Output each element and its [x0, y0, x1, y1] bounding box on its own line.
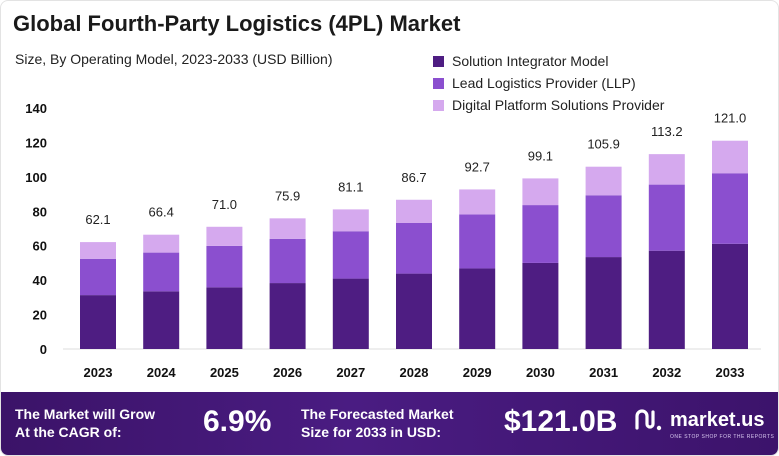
cagr-caption-line1: The Market will Grow [15, 406, 156, 422]
x-tick-label: 2032 [652, 365, 681, 380]
brand-tagline: ONE STOP SHOP FOR THE REPORTS [670, 434, 775, 440]
y-tick-label: 60 [33, 239, 47, 254]
bar-segment-lead-logistics [712, 173, 748, 244]
x-tick-label: 2028 [400, 365, 429, 380]
bar-total-label: 81.1 [338, 179, 363, 194]
bar-segment-solution-integrator [522, 262, 559, 349]
bar-segment-solution-integrator [712, 243, 748, 349]
bar-total-label: 86.7 [401, 170, 426, 185]
brand-name: market.us [670, 408, 765, 431]
x-tick-label: 2026 [273, 365, 302, 380]
y-tick-label: 140 [25, 101, 47, 116]
bar-segment-digital-platform [522, 178, 559, 206]
x-tick-label: 2030 [526, 365, 555, 380]
cagr-caption-line2: At the CAGR of: [15, 424, 122, 440]
bar-segment-digital-platform [585, 166, 622, 196]
bar-total-label: 71.0 [212, 197, 237, 212]
y-tick-label: 120 [25, 135, 47, 150]
bar-segment-digital-platform [269, 218, 306, 239]
x-tick-label: 2027 [336, 365, 365, 380]
bar-segment-digital-platform [712, 140, 748, 174]
legend-item-digital-platform: Digital Platform Solutions Provider [433, 95, 664, 115]
forecast-caption-line2: Size for 2033 in USD: [301, 424, 442, 440]
y-tick-label: 40 [33, 273, 47, 288]
bar-segment-digital-platform [206, 226, 243, 246]
bar-segment-lead-logistics [396, 222, 432, 274]
y-tick-label: 100 [25, 170, 47, 185]
bar-total-label: 121.0 [714, 111, 747, 126]
y-tick-label: 0 [40, 342, 47, 357]
bar-segment-solution-integrator [332, 278, 369, 349]
legend-swatch [433, 99, 444, 111]
x-tick-label: 2031 [589, 365, 618, 380]
cagr-caption: The Market will Grow At the CAGR of: [15, 405, 155, 441]
bar-segment-solution-integrator [648, 250, 685, 349]
bar-total-label: 75.9 [275, 188, 300, 203]
brand-logo: market.us ONE STOP SHOP FOR THE REPORTS [634, 406, 774, 440]
bar-total-label: 99.1 [528, 148, 553, 163]
x-tick-label: 2029 [463, 365, 492, 380]
y-tick-label: 20 [33, 308, 47, 323]
chart-title: Global Fourth-Party Logistics (4PL) Mark… [13, 11, 461, 36]
bar-total-label: 92.7 [465, 159, 490, 174]
chart-legend: Solution Integrator Model Lead Logistics… [433, 51, 664, 117]
bar-segment-lead-logistics [585, 195, 622, 258]
bar-segment-lead-logistics [143, 252, 180, 292]
forecast-caption-line1: The Forecasted Market [301, 406, 454, 422]
bar-segment-digital-platform [459, 189, 496, 215]
bar-segment-solution-integrator [459, 268, 496, 349]
bar-segment-solution-integrator [396, 273, 432, 349]
legend-item-solution-integrator: Solution Integrator Model [433, 51, 664, 71]
legend-label: Lead Logistics Provider (LLP) [452, 75, 636, 91]
bar-segment-solution-integrator [585, 257, 622, 349]
bar-segment-lead-logistics [522, 205, 559, 263]
bar-segment-lead-logistics [648, 184, 685, 251]
bar-segment-lead-logistics [206, 245, 243, 288]
x-tick-label: 2024 [147, 365, 177, 380]
bar-segment-solution-integrator [206, 287, 243, 349]
legend-swatch [433, 55, 444, 67]
bar-segment-digital-platform [80, 242, 116, 259]
bar-total-label: 66.4 [149, 205, 174, 220]
bar-segment-digital-platform [396, 199, 432, 223]
x-tick-label: 2025 [210, 365, 239, 380]
legend-item-lead-logistics: Lead Logistics Provider (LLP) [433, 73, 664, 93]
bar-segment-solution-integrator [269, 283, 306, 349]
x-tick-label: 2033 [716, 365, 745, 380]
bar-total-label: 105.9 [587, 137, 620, 152]
bar-segment-lead-logistics [269, 238, 306, 284]
forecast-value: $121.0B [504, 405, 618, 438]
legend-label: Solution Integrator Model [452, 53, 609, 69]
y-tick-label: 80 [33, 204, 47, 219]
bar-total-label: 62.1 [85, 212, 110, 227]
bar-segment-lead-logistics [332, 231, 369, 279]
stacked-bar-chart: 0 20 40 60 80 100 120 140 62.1 2023 66.4 2024 71.0 20… [25, 101, 761, 380]
forecast-caption: The Forecasted Market Size for 2033 in U… [301, 405, 454, 441]
x-tick-label: 2023 [84, 365, 113, 380]
bar-segment-digital-platform [143, 234, 180, 253]
bar-segment-digital-platform [332, 209, 369, 232]
legend-label: Digital Platform Solutions Provider [452, 97, 665, 113]
chart-subtitle: Size, By Operating Model, 2023-2033 (USD… [15, 51, 333, 67]
bar-segment-solution-integrator [143, 291, 180, 349]
bar-segment-lead-logistics [459, 214, 496, 269]
bar-segment-digital-platform [648, 154, 685, 185]
bar-segment-lead-logistics [80, 258, 116, 296]
bar-total-label: 113.2 [651, 124, 683, 139]
market-us-logo-icon [635, 409, 662, 431]
summary-banner: The Market will Grow At the CAGR of: 6.9… [1, 392, 778, 455]
cagr-value: 6.9% [203, 405, 272, 438]
bar-segment-solution-integrator [80, 295, 116, 349]
legend-swatch [433, 77, 444, 89]
